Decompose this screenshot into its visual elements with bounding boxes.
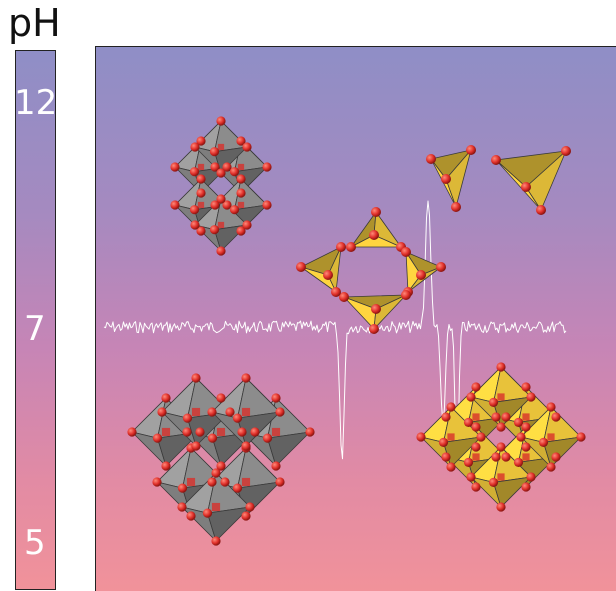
grey-octahedral-cluster-small [170, 116, 272, 256]
molecule-layer [127, 116, 586, 546]
ph-tick-7: 7 [24, 309, 46, 349]
ph-tick-12: 12 [14, 83, 58, 123]
grey-octahedral-cluster-large [127, 373, 315, 546]
structure-illustration [103, 116, 586, 546]
yellow-tetrahedral-dimer [426, 145, 571, 215]
ph-color-scale-bar [15, 50, 56, 590]
ph-tick-5: 5 [24, 523, 46, 563]
yellow-octahedral-cluster-large [416, 362, 586, 512]
yellow-tetrahedral-ring [296, 207, 446, 334]
spectrum-trace [103, 200, 567, 467]
ph-axis-title: pH [8, 1, 61, 45]
structure-panel [95, 46, 616, 591]
